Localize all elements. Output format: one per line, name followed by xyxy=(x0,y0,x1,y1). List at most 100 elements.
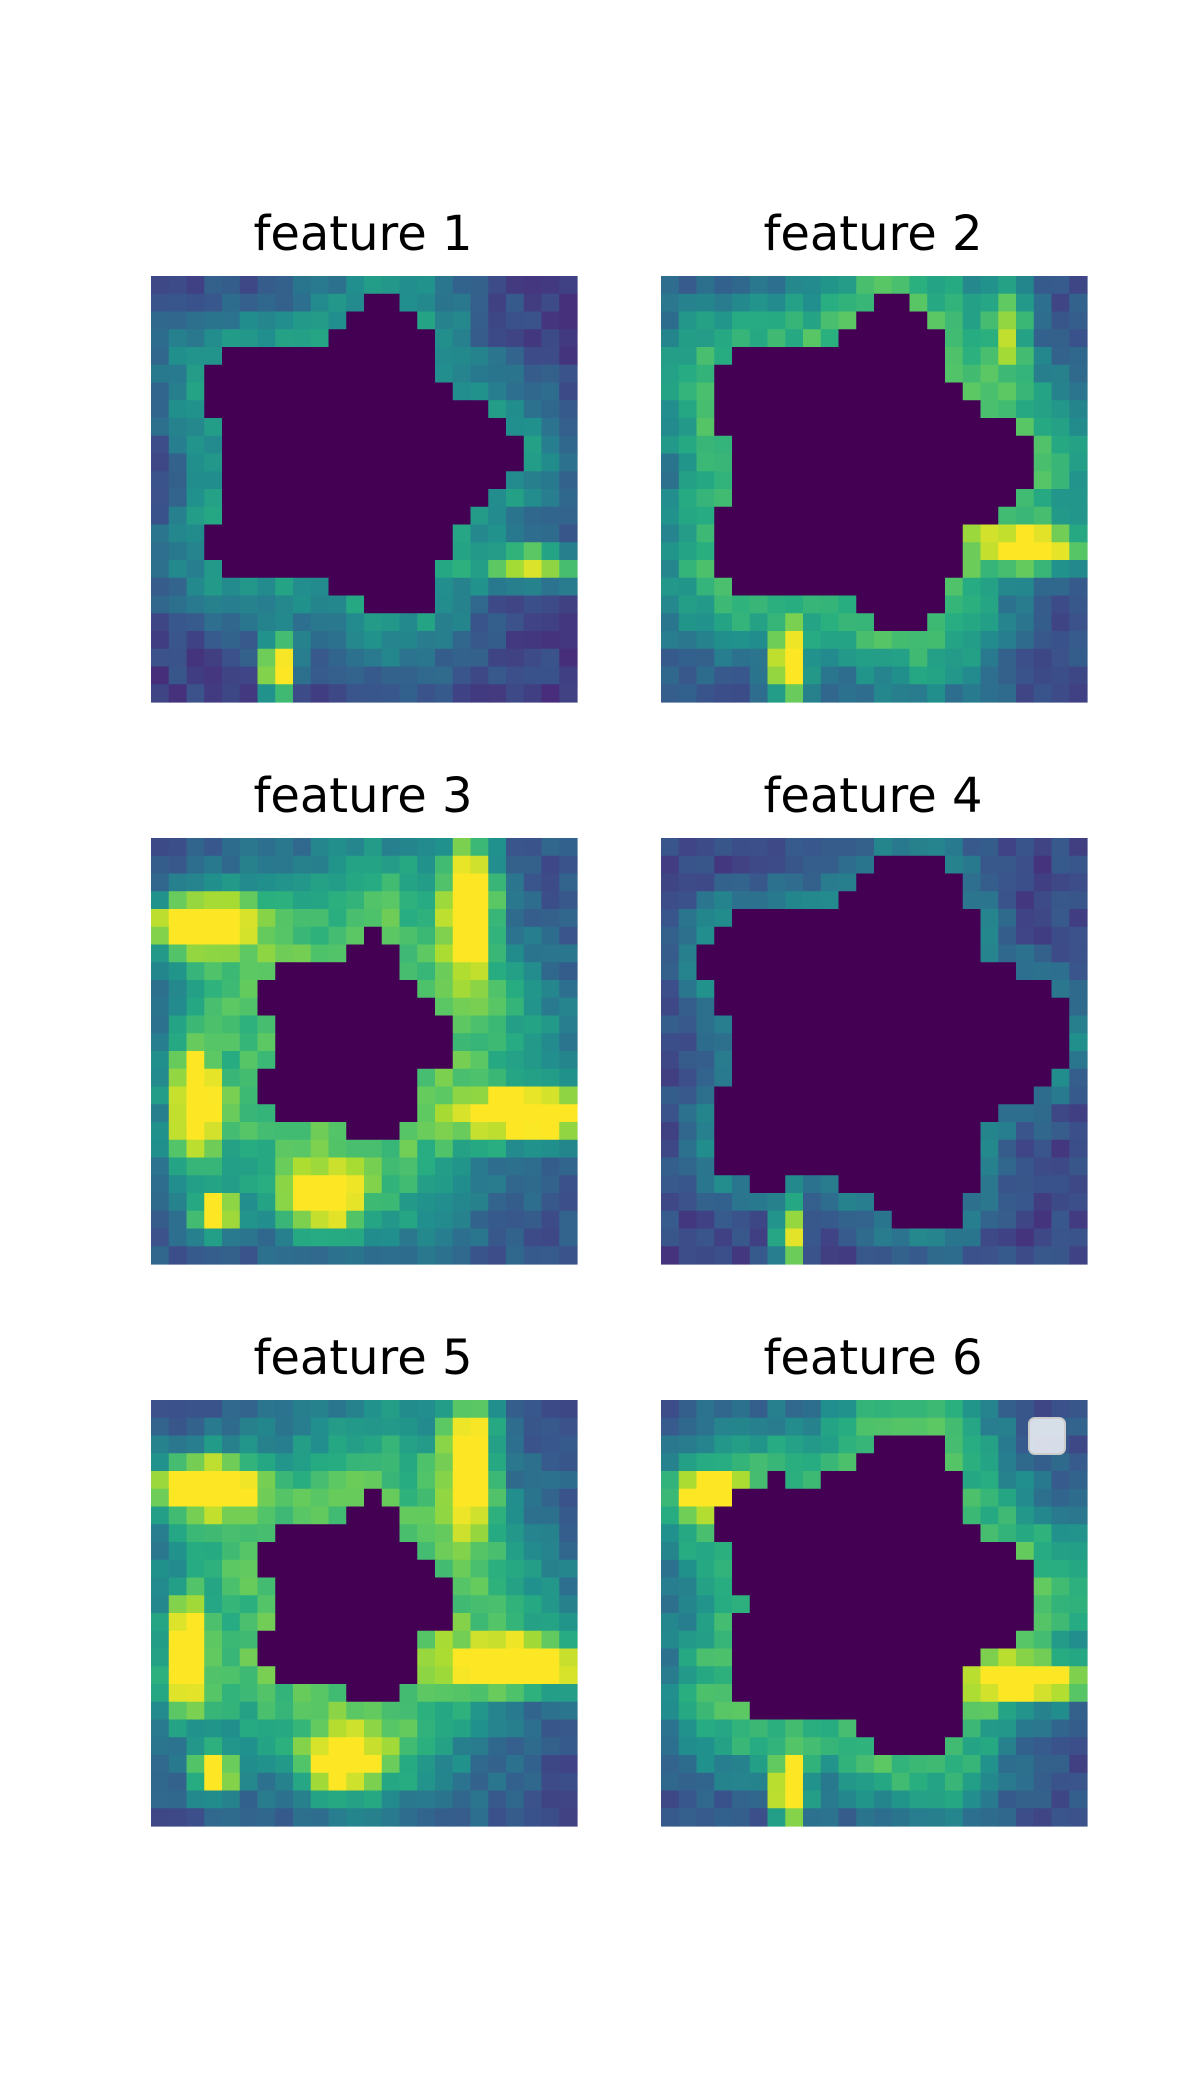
heatmap-cell xyxy=(399,542,418,561)
heatmap-cell xyxy=(661,471,680,490)
heatmap-cell xyxy=(874,1755,893,1774)
heatmap-cell xyxy=(856,648,875,668)
heatmap-cell xyxy=(962,347,982,366)
heatmap-cell xyxy=(909,293,928,313)
heatmap-cell xyxy=(275,329,294,348)
heatmap-cell xyxy=(856,453,875,472)
heatmap-cell xyxy=(222,524,241,543)
heatmap-cell xyxy=(661,909,680,928)
heatmap-cell xyxy=(1016,962,1035,981)
heatmap-cell xyxy=(346,1417,365,1437)
heatmap-cell xyxy=(803,1524,822,1543)
heatmap-cell xyxy=(1051,1246,1070,1265)
heatmap-cell xyxy=(785,1400,804,1419)
heatmap-cell xyxy=(151,613,170,632)
heatmap-cell xyxy=(293,1122,312,1141)
heatmap-cell xyxy=(696,1228,715,1247)
heatmap-cell xyxy=(257,1737,276,1756)
heatmap-cell xyxy=(506,1051,525,1070)
heatmap-cell xyxy=(186,1435,205,1454)
heatmap-cell xyxy=(488,276,507,295)
heatmap-cell xyxy=(803,311,822,330)
heatmap-cell xyxy=(488,1015,507,1034)
heatmap-cell xyxy=(559,1524,578,1543)
heatmap-cell xyxy=(945,873,964,892)
heatmap-cell xyxy=(506,1104,525,1123)
heatmap-cell xyxy=(381,595,401,614)
heatmap-cell xyxy=(346,1542,365,1561)
heatmap-cell xyxy=(399,471,418,490)
heatmap-cell xyxy=(541,1015,560,1034)
heatmap-cell xyxy=(732,1684,751,1703)
heatmap-cell xyxy=(998,1666,1017,1685)
heatmap-cell xyxy=(275,577,294,597)
heatmap-cell xyxy=(346,1790,365,1809)
heatmap-cell xyxy=(168,1684,188,1703)
heatmap-cell xyxy=(1033,1613,1053,1632)
heatmap-cell xyxy=(186,1086,205,1105)
heatmap-cell xyxy=(275,1577,294,1596)
heatmap-cell xyxy=(222,1613,241,1632)
heatmap-cell xyxy=(962,944,982,963)
heatmap-cell xyxy=(767,613,786,632)
heatmap-cell xyxy=(275,891,294,910)
heatmap-cell xyxy=(506,962,525,981)
heatmap-cell xyxy=(803,684,822,703)
heatmap-cell xyxy=(488,364,507,384)
heatmap-cell xyxy=(186,560,205,579)
heatmap-cell xyxy=(399,1524,418,1543)
heatmap-cell xyxy=(222,1139,241,1159)
heatmap-cell xyxy=(310,1175,330,1194)
heatmap-cell xyxy=(204,962,223,981)
heatmap-cell xyxy=(803,1630,822,1650)
heatmap-cell xyxy=(204,293,223,313)
heatmap-cell xyxy=(1069,435,1088,455)
heatmap-cell xyxy=(204,471,223,490)
heatmap-cell xyxy=(381,1737,401,1756)
heatmap-cell xyxy=(749,855,769,875)
heatmap-cell xyxy=(927,595,946,614)
heatmap-cell xyxy=(310,855,330,875)
heatmap-cell xyxy=(222,1033,241,1052)
heatmap-cell xyxy=(962,873,982,892)
heatmap-cell xyxy=(962,1630,982,1650)
heatmap-cell xyxy=(767,891,786,910)
heatmap-cell xyxy=(541,471,560,490)
heatmap-cell xyxy=(838,293,857,313)
heatmap-cell xyxy=(838,276,857,295)
heatmap-cell xyxy=(980,1051,999,1070)
heatmap-cell xyxy=(328,1051,347,1070)
heatmap-cell xyxy=(678,595,698,614)
heatmap-cell xyxy=(732,435,751,455)
heatmap-cell xyxy=(257,1453,276,1472)
heatmap-cell xyxy=(293,684,312,703)
heatmap-cell xyxy=(151,1737,170,1756)
heatmap-cell xyxy=(275,666,294,685)
heatmap-cell xyxy=(204,891,223,910)
heatmap-cell xyxy=(239,1772,259,1792)
heatmap-cell xyxy=(1051,855,1070,875)
heatmap-cell xyxy=(678,1122,698,1141)
heatmap-cell xyxy=(749,276,769,295)
heatmap-cell xyxy=(257,1471,276,1490)
heatmap-cell xyxy=(399,997,418,1017)
heatmap-cell xyxy=(559,666,578,685)
heatmap-cell xyxy=(239,684,259,703)
heatmap-cell xyxy=(980,1471,999,1490)
heatmap-cell xyxy=(1051,1808,1070,1827)
heatmap-cell xyxy=(696,1542,715,1561)
heatmap-cell xyxy=(417,524,436,543)
heatmap-cell xyxy=(803,293,822,313)
heatmap-cell xyxy=(275,1790,294,1809)
heatmap-cell xyxy=(239,1471,259,1490)
heatmap-cell xyxy=(506,1684,525,1703)
heatmap-cell xyxy=(364,471,383,490)
heatmap-cell xyxy=(239,577,259,597)
heatmap-cell xyxy=(838,1193,857,1212)
heatmap-cell xyxy=(678,855,698,875)
heatmap-cell xyxy=(661,542,680,561)
heatmap-cell xyxy=(346,648,365,668)
heatmap-cell xyxy=(293,1542,312,1561)
heatmap-cell xyxy=(257,435,276,455)
heatmap-cell xyxy=(523,1122,543,1141)
